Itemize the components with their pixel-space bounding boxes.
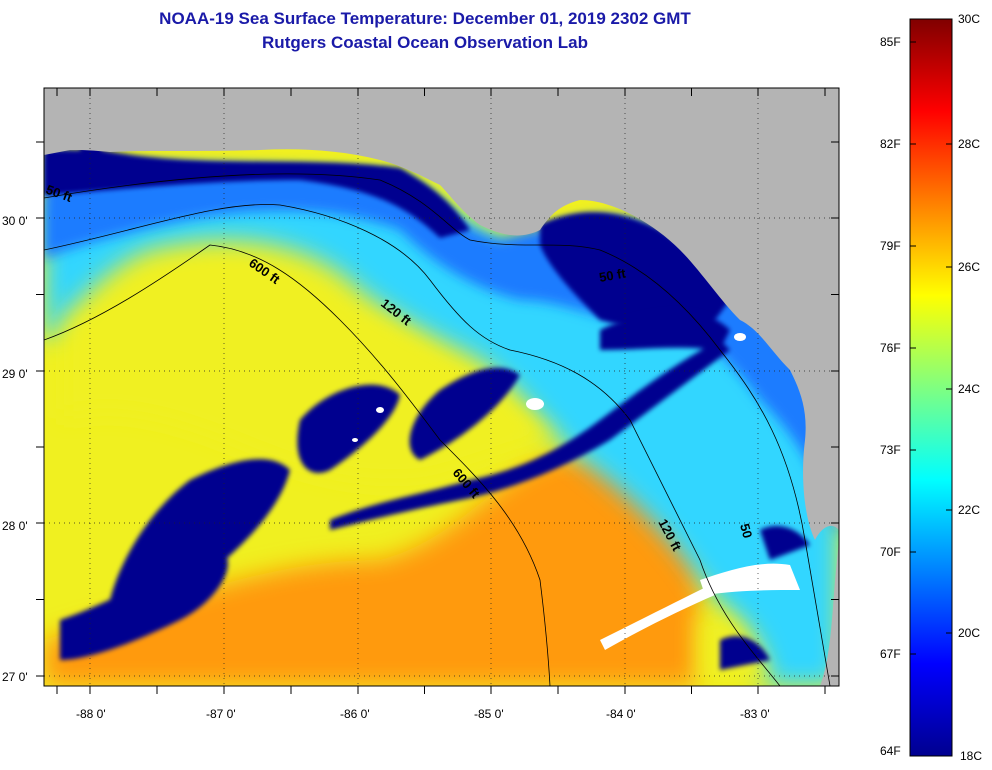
cb-c-label: 30C [958,12,981,26]
colorbar-ticks [910,18,952,655]
map-subtitle: Rutgers Coastal Ocean Observation Lab [262,33,588,52]
cb-f-label: 73F [880,443,901,457]
map-title: NOAA-19 Sea Surface Temperature: Decembe… [159,9,691,28]
cb-f-label: 85F [880,35,901,49]
cb-f-label: 76F [880,341,901,355]
contour-label: 50 ft [598,265,628,285]
lon-label: -85 0' [474,707,504,721]
lon-label: -88 0' [76,707,106,721]
lat-label: 27 0' [2,670,28,684]
lon-label: -84 0' [606,707,636,721]
colorbar-frame [909,18,953,757]
latitude-labels: 30 0' 29 0' 28 0' 27 0' [2,214,28,684]
colorbar [910,19,952,756]
cloud-masked-streaks [60,311,810,670]
cb-f-label: 67F [880,647,901,661]
cloud-patches [352,333,800,650]
lon-label: -86 0' [340,707,370,721]
depth-contours [44,173,831,686]
cb-f-label: 64F [880,744,901,758]
map-frame [43,87,840,687]
lat-label: 28 0' [2,519,28,533]
lat-label: 29 0' [2,367,28,381]
cb-f-label: 79F [880,239,901,253]
lat-label: 30 0' [2,214,28,228]
contour-label: 50 [737,522,755,540]
axis-ticks [36,88,839,694]
cb-c-label: 20C [958,626,981,640]
longitude-labels: -88 0' -87 0' -86 0' -85 0' -84 0' -83 0… [76,707,770,721]
cb-c-label: 24C [958,382,981,396]
land-mass [44,88,839,686]
cb-f-label: 70F [880,545,901,559]
cb-c-label: 26C [958,260,981,274]
cb-c-label: 28C [958,137,981,151]
warm-water-region [44,454,700,686]
cb-c-label: 22C [958,503,981,517]
map-area: 50 ft 600 ft 120 ft 50 ft 600 ft 120 ft … [44,88,839,686]
lon-label: -83 0' [740,707,770,721]
cb-c-label: 18C [960,749,983,763]
cb-f-label: 82F [880,137,901,151]
lon-label: -87 0' [206,707,236,721]
